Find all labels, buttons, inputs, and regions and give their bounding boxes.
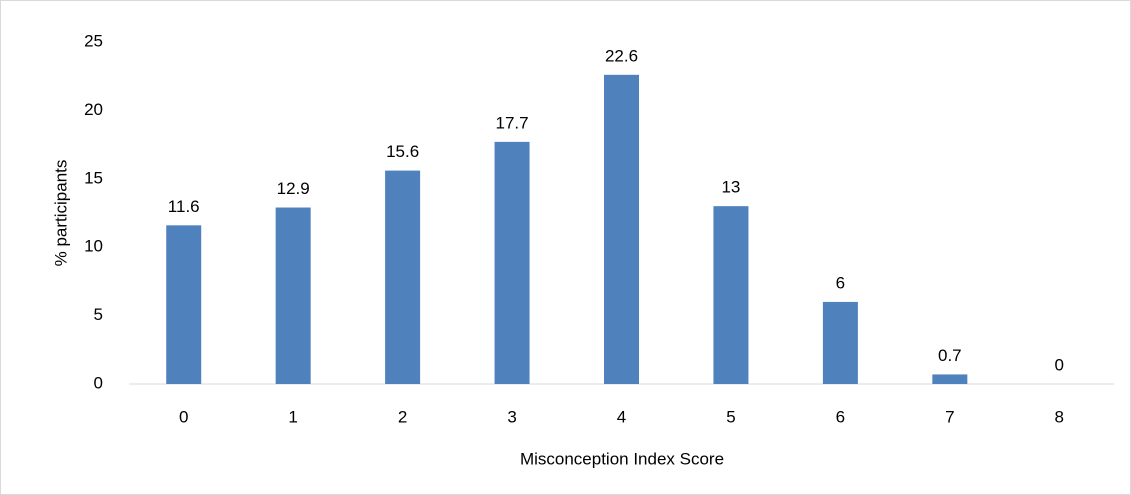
data-label: 0 (1055, 355, 1064, 374)
y-axis-title: % participants (51, 160, 70, 267)
bar (494, 141, 530, 384)
data-label: 11.6 (168, 197, 200, 216)
bar (166, 225, 202, 384)
y-tick-label: 20 (84, 100, 103, 119)
x-tick-label: 5 (726, 407, 735, 426)
bar (932, 374, 968, 384)
x-tick-label: 2 (398, 407, 407, 426)
data-label: 13 (721, 178, 740, 197)
x-tick-label: 1 (288, 407, 297, 426)
bar (822, 301, 858, 384)
y-tick-label: 10 (84, 237, 103, 256)
data-label: 12.9 (277, 179, 310, 198)
data-label: 6 (836, 273, 845, 292)
x-tick-label: 7 (945, 407, 954, 426)
bar (275, 207, 311, 384)
data-label: 17.7 (496, 113, 529, 132)
data-label: 0.7 (938, 346, 962, 365)
y-tick-label: 15 (84, 168, 103, 187)
x-axis-title: Misconception Index Score (520, 449, 724, 468)
bar (604, 74, 639, 384)
x-tick-label: 4 (617, 407, 626, 426)
x-tick-label: 6 (836, 407, 845, 426)
bar (385, 170, 421, 384)
y-tick-label: 0 (94, 373, 103, 392)
data-label: 22.6 (605, 46, 638, 65)
x-tick-label: 8 (1055, 407, 1064, 426)
y-tick-label: 25 (84, 31, 103, 50)
x-tick-label: 0 (179, 407, 188, 426)
x-tick-label: 3 (507, 407, 516, 426)
y-tick-label: 5 (94, 305, 103, 324)
bar (713, 206, 749, 384)
data-label: 15.6 (386, 142, 419, 161)
